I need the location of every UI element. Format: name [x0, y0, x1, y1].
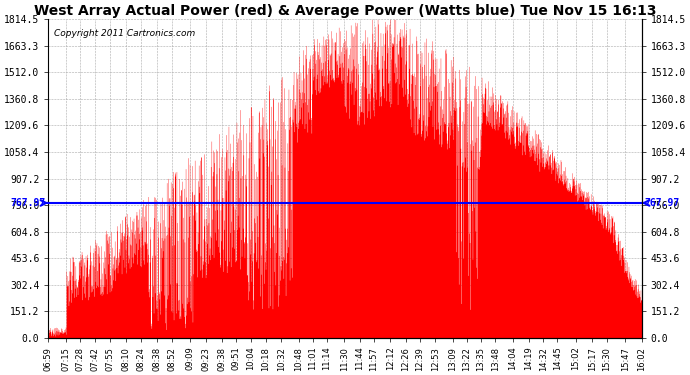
- Title: West Array Actual Power (red) & Average Power (Watts blue) Tue Nov 15 16:13: West Array Actual Power (red) & Average …: [34, 4, 656, 18]
- Text: 767.97: 767.97: [644, 198, 680, 208]
- Text: Copyright 2011 Cartronics.com: Copyright 2011 Cartronics.com: [55, 29, 196, 38]
- Text: 767.97: 767.97: [10, 198, 46, 208]
